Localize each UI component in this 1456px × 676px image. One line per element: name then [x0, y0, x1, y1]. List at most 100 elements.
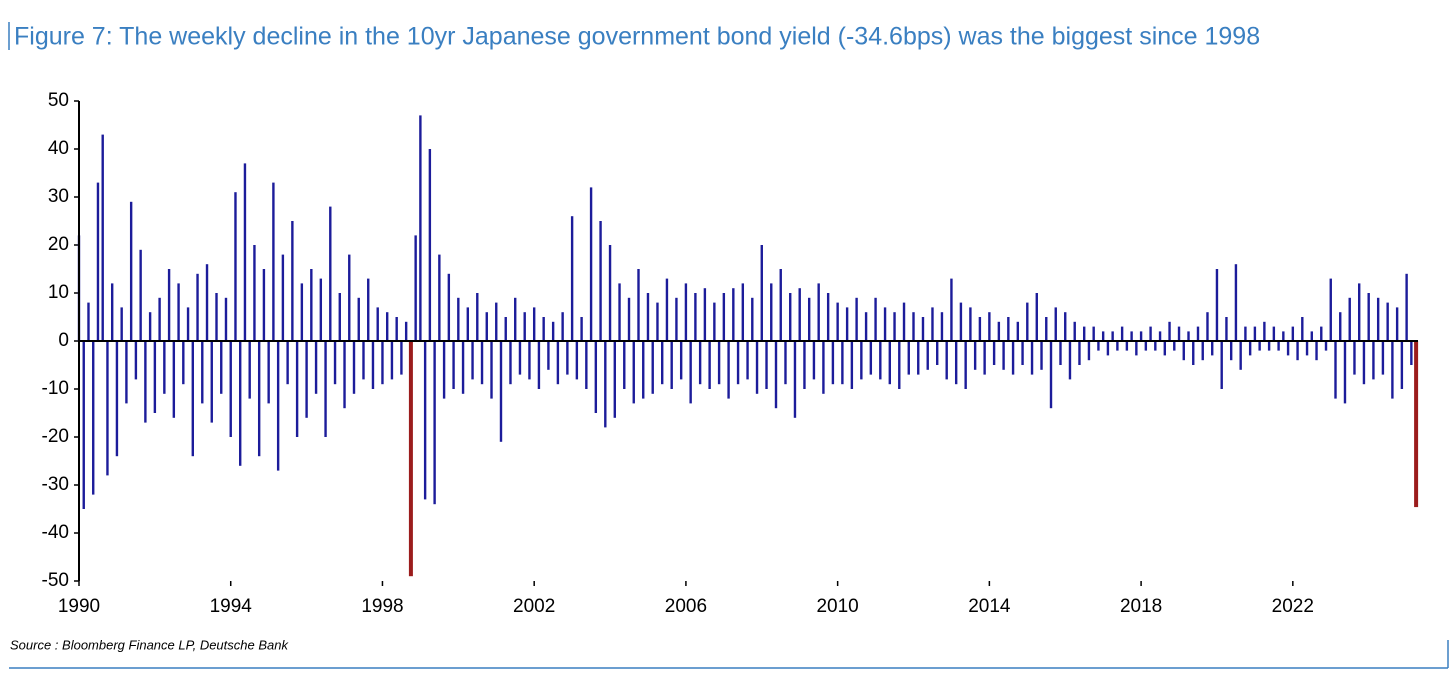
bar	[191, 341, 194, 457]
bar	[698, 341, 702, 385]
bar	[1007, 317, 1010, 341]
bar	[381, 341, 384, 385]
bar	[561, 312, 564, 341]
bar	[1229, 341, 1233, 361]
bar	[310, 269, 313, 341]
bar	[201, 341, 204, 404]
bar	[746, 341, 749, 380]
bar	[656, 302, 659, 341]
bar	[1068, 341, 1072, 380]
bar	[376, 307, 379, 341]
bar	[822, 341, 825, 394]
bar	[613, 341, 616, 418]
bar	[433, 341, 436, 505]
bar	[1301, 317, 1304, 341]
bar	[1002, 341, 1005, 370]
bar	[1405, 273, 1408, 341]
bar	[92, 341, 95, 495]
x-tick-label: 1990	[58, 596, 100, 617]
bar	[139, 249, 142, 341]
bar	[1106, 341, 1110, 356]
bar	[1054, 307, 1057, 341]
bar	[717, 341, 721, 385]
bar	[1120, 326, 1124, 341]
y-tick-label: -40	[42, 522, 69, 543]
bar	[186, 307, 190, 341]
bar	[442, 341, 446, 399]
chart-title: Figure 7: The weekly decline in the 10yr…	[14, 23, 1260, 51]
bar	[1082, 326, 1086, 341]
bar	[239, 341, 242, 466]
bar	[1040, 341, 1043, 370]
bar	[1187, 331, 1190, 341]
bar	[1116, 341, 1119, 351]
bar	[1030, 341, 1034, 375]
bar	[770, 283, 773, 341]
bar	[599, 221, 602, 341]
bar	[1049, 341, 1053, 409]
bar	[566, 341, 569, 375]
bar	[134, 341, 138, 380]
bar	[115, 341, 119, 457]
x-tick-label: 2018	[1120, 596, 1162, 617]
bar	[1163, 341, 1167, 356]
bar	[646, 293, 650, 341]
bar	[466, 307, 470, 341]
bar	[1348, 297, 1351, 341]
bar	[1296, 341, 1299, 361]
bar	[523, 312, 526, 341]
bar	[1182, 341, 1185, 361]
bar	[959, 302, 963, 341]
bar	[1248, 341, 1252, 356]
bar	[314, 341, 318, 394]
bar	[1144, 341, 1148, 351]
bar	[1064, 312, 1067, 341]
bar	[732, 288, 735, 341]
bar	[798, 288, 801, 341]
bar	[1173, 341, 1176, 351]
bar	[329, 206, 332, 341]
bar	[637, 269, 640, 341]
bar	[969, 307, 972, 341]
bar	[627, 297, 631, 341]
bar	[1320, 326, 1323, 341]
bar	[665, 278, 669, 341]
bar	[1059, 341, 1062, 365]
bar	[286, 341, 289, 385]
bar	[845, 307, 849, 341]
bar	[367, 278, 370, 341]
y-tick-label: -10	[42, 378, 69, 399]
bar	[182, 341, 185, 385]
bar	[400, 341, 403, 375]
bar	[1149, 326, 1152, 341]
bar	[1372, 341, 1375, 380]
bar	[869, 341, 873, 375]
bar	[618, 283, 621, 341]
bar	[551, 321, 555, 341]
bar	[343, 341, 346, 409]
bar	[144, 341, 147, 423]
bar	[1016, 321, 1020, 341]
bar	[148, 312, 152, 341]
bar	[1215, 269, 1219, 341]
bar	[96, 182, 100, 341]
bar	[570, 216, 574, 341]
bar	[153, 341, 157, 413]
bar	[580, 317, 583, 341]
bar	[414, 235, 417, 341]
bar	[755, 341, 759, 394]
bar	[954, 341, 958, 385]
bar	[855, 297, 858, 341]
bar	[651, 341, 654, 394]
bar	[921, 317, 925, 341]
bar	[490, 341, 493, 399]
bar	[172, 341, 176, 418]
bar	[604, 341, 607, 428]
bar	[452, 341, 455, 389]
bar	[632, 341, 635, 404]
bar	[1234, 264, 1238, 341]
x-tick-label: 2014	[968, 596, 1011, 617]
bar	[589, 187, 593, 341]
bar	[945, 341, 948, 380]
bar	[338, 293, 341, 341]
